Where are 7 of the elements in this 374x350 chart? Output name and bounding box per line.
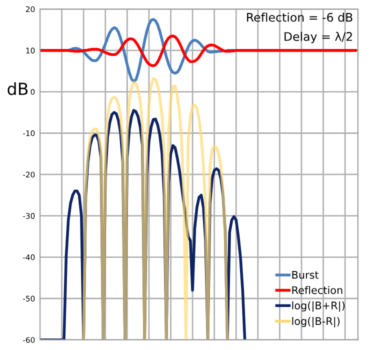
legend-label: log(|B+R|) xyxy=(292,301,345,312)
y-axis-title: dB xyxy=(8,82,28,96)
legend-label: log(|B-R|) xyxy=(292,316,340,328)
legend-label: Burst xyxy=(292,271,319,279)
annotation: Reflection = -6 dB xyxy=(247,12,352,22)
legend-label: Reflection xyxy=(292,286,342,294)
annotation: Delay = λ/2 xyxy=(284,32,352,44)
